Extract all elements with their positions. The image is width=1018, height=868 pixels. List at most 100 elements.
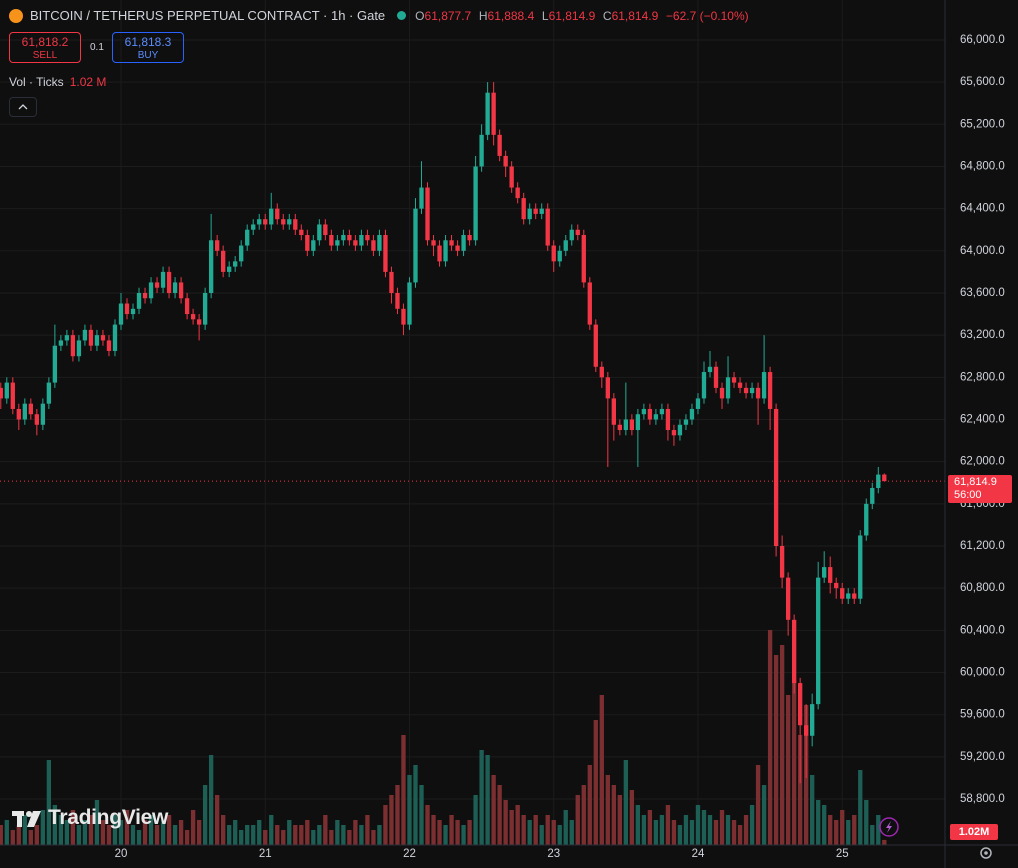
volume-bar	[599, 695, 604, 845]
volume-bar	[299, 825, 304, 845]
candle-body	[773, 408, 779, 547]
y-tick-label: 64,800.0	[960, 161, 1005, 173]
x-tick-label: 24	[692, 848, 705, 860]
buy-button[interactable]: 61,818.3 BUY	[112, 32, 184, 63]
collapse-button[interactable]	[9, 97, 37, 117]
volume-bar	[491, 775, 496, 845]
candle-body	[413, 208, 418, 283]
candle-body	[443, 240, 448, 262]
volume-bar	[28, 830, 33, 845]
candle-body	[629, 419, 635, 431]
volume-bar	[623, 760, 629, 845]
candle-body	[797, 683, 803, 726]
candle-body	[425, 187, 430, 241]
volume-bar	[497, 785, 502, 845]
volume-bar	[4, 820, 9, 845]
candle-body	[497, 134, 502, 156]
candle-body	[94, 335, 100, 346]
volume-bar	[269, 815, 274, 845]
price-pane	[0, 82, 945, 784]
volume-bar	[641, 815, 647, 845]
candle-body	[317, 224, 322, 241]
candle-body	[214, 240, 220, 251]
volume-pane	[0, 630, 887, 845]
candle-body	[233, 261, 238, 267]
volume-bar	[0, 825, 3, 845]
volume-bar	[287, 820, 292, 845]
candle-body	[184, 298, 190, 315]
volume-bar	[371, 830, 376, 845]
y-tick-label: 59,600.0	[960, 709, 1005, 721]
volume-bar	[653, 820, 659, 845]
volume-bar	[401, 735, 406, 845]
candle-body	[178, 282, 184, 299]
candle-body	[864, 503, 869, 536]
volume-bar	[76, 825, 82, 845]
candle-body	[172, 282, 178, 293]
grid	[0, 0, 945, 845]
volume-bar	[341, 825, 346, 845]
candle-body	[335, 240, 340, 246]
quantity: 0.1	[90, 42, 104, 53]
volume-bar	[214, 795, 220, 845]
candle-body	[461, 234, 466, 251]
candle-body	[545, 208, 550, 246]
volume-bar	[245, 825, 250, 845]
candle-body	[509, 166, 514, 188]
candle-body	[689, 408, 695, 420]
volume-bar	[743, 815, 749, 845]
candle-body	[587, 282, 592, 325]
caret-icon	[18, 104, 28, 110]
x-tick-label: 21	[259, 848, 272, 860]
volume-bar	[737, 825, 743, 845]
candle-body	[479, 134, 484, 167]
volume-bar	[263, 830, 268, 845]
lightning-button[interactable]	[879, 817, 899, 837]
volume-bar	[94, 800, 100, 845]
sell-button[interactable]: 61,818.2 SELL	[9, 32, 81, 63]
candle-body	[401, 308, 406, 325]
candle-body	[701, 372, 707, 399]
candle-body	[323, 224, 328, 235]
volume-bar	[810, 775, 815, 845]
candle-body	[419, 187, 424, 209]
candle-body	[725, 377, 731, 399]
volume-bar	[64, 820, 70, 845]
y-tick-label: 66,000.0	[960, 34, 1005, 46]
volume-bar	[281, 830, 286, 845]
volume-bar	[557, 825, 562, 845]
y-tick-label: 63,200.0	[960, 329, 1005, 341]
volume-bar	[100, 820, 106, 845]
volume-bar	[160, 820, 166, 845]
candle-body	[58, 340, 64, 346]
candle-body	[539, 208, 544, 214]
settings-icon	[984, 851, 988, 855]
candle-body	[239, 245, 244, 262]
candle-body	[713, 366, 719, 388]
volume-bar	[527, 820, 532, 845]
ohlc: O61,877.7 H61,888.4 L61,814.9 C61,814.9 …	[415, 8, 752, 23]
candle-body	[719, 387, 725, 399]
volume-bar	[353, 820, 358, 845]
candle-body	[359, 234, 364, 246]
candle-body	[431, 240, 436, 246]
brand-logo	[12, 811, 41, 827]
candle-body	[371, 240, 376, 251]
settings-button[interactable]	[980, 847, 992, 859]
volume-bar	[852, 815, 857, 845]
candle-body	[407, 282, 412, 325]
volume-bar	[52, 805, 58, 845]
volume-bar	[10, 830, 15, 845]
candle-body	[749, 387, 755, 394]
volume-bar	[196, 820, 202, 845]
volume-bar	[124, 810, 130, 845]
candle-body	[557, 250, 562, 262]
volume-bar	[106, 825, 112, 845]
candle-body	[695, 398, 701, 409]
candle-body	[4, 382, 9, 399]
volume-bar	[46, 760, 52, 845]
brand: TradingView	[48, 806, 169, 829]
x-tick-label: 23	[547, 848, 560, 860]
volume-bar	[749, 805, 755, 845]
